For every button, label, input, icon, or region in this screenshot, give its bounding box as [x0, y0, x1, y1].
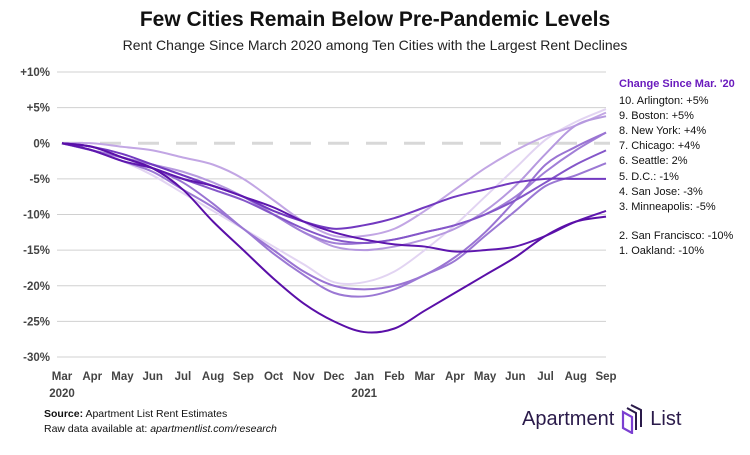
x-tick-label: Apr: [445, 371, 465, 383]
x-tick-label: Aug: [565, 371, 587, 383]
y-tick-label: -15%: [23, 245, 50, 257]
legend-item: 4. San Jose: -3%: [619, 185, 703, 198]
legend: Change Since Mar. '20 10. Arlington: +5%…: [619, 77, 735, 259]
raw-data-link[interactable]: apartmentlist.com/research: [150, 423, 277, 435]
apartment-list-logo: Apartment List: [522, 404, 681, 434]
legend-item: 3. Minneapolis: -5%: [619, 200, 716, 213]
y-tick-label: -30%: [23, 352, 50, 364]
x-tick-label: Sep: [595, 371, 616, 383]
chart-subtitle: Rent Change Since March 2020 among Ten C…: [122, 37, 628, 53]
y-tick-label: 0%: [33, 138, 50, 150]
y-tick-label: +5%: [27, 103, 50, 115]
series-line-arlington: [61, 108, 607, 285]
x-tick-label: Sep: [233, 371, 254, 383]
legend-item: 7. Chicago: +4%: [619, 140, 701, 153]
x-year-label: 2020: [49, 388, 75, 400]
x-tick-label: Apr: [82, 371, 102, 383]
chart-title: Few Cities Remain Below Pre-Pandemic Lev…: [139, 8, 611, 31]
series-line-boston: [61, 111, 607, 239]
source-text: Apartment List Rent Estimates: [85, 408, 228, 420]
x-tick-label: Aug: [202, 371, 224, 383]
x-tick-label: May: [111, 371, 134, 383]
y-tick-label: -25%: [23, 316, 50, 328]
legend-item: 10. Arlington: +5%: [619, 95, 709, 108]
x-tick-label: Mar: [414, 371, 435, 383]
raw-data-label: Raw data available at:: [44, 423, 148, 435]
y-tick-label: -5%: [30, 174, 50, 186]
series-line-san-jose: [61, 142, 607, 298]
legend-item: 1. Oakland: -10%: [619, 244, 704, 257]
series-line-minneapolis: [61, 142, 606, 230]
series-line-oakland: [61, 142, 607, 334]
x-tick-label: Jul: [537, 371, 554, 383]
source-label: Source:: [44, 408, 84, 420]
y-tick-label: -20%: [23, 281, 50, 293]
legend-item: 5. D.C.: -1%: [619, 170, 679, 183]
legend-item: 6. Seattle: 2%: [619, 155, 688, 168]
x-tick-label: Oct: [264, 371, 283, 383]
legend-title: Change Since Mar. '20: [619, 78, 735, 90]
x-tick-label: Jan: [354, 371, 374, 383]
legend-item: 9. Boston: +5%: [619, 110, 694, 123]
series-line-new-york: [61, 115, 607, 252]
x-tick-label: Jun: [142, 371, 162, 383]
x-tick-label: May: [474, 371, 497, 383]
x-tick-label: Jun: [505, 371, 525, 383]
x-tick-label: Nov: [293, 371, 315, 383]
source-note: Source: Apartment List Rent Estimates Ra…: [44, 407, 277, 437]
x-tick-label: Jul: [175, 371, 192, 383]
x-tick-label: Mar: [52, 371, 73, 383]
x-tick-label: Dec: [323, 371, 345, 383]
x-tick-label: Feb: [384, 371, 404, 383]
x-year-label: 2021: [351, 388, 377, 400]
legend-item: 8. New York: +4%: [619, 125, 707, 138]
y-tick-label: +10%: [20, 67, 50, 79]
series-line-seattle: [61, 131, 607, 291]
legend-item: 2. San Francisco: -10%: [619, 229, 734, 242]
logo-icon: [622, 404, 643, 434]
y-tick-label: -10%: [23, 210, 50, 222]
